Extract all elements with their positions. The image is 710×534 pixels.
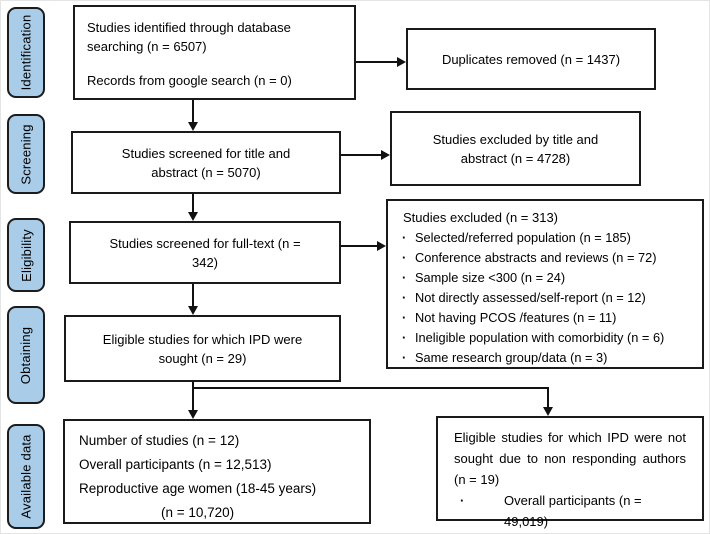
box-available-data: Number of studies (n = 12) Overall parti… — [63, 419, 371, 524]
excluded-reason-item: Not directly assessed/self-report (n = 1… — [398, 288, 692, 308]
screened-title-abstract-text: Studies screened for title and abstract … — [121, 145, 291, 180]
excluded-fulltext-title: Studies excluded (n = 313) — [403, 210, 559, 225]
box-excluded-fulltext: Studies excluded (n = 313) Selected/refe… — [386, 199, 704, 369]
excluded-title-abstract-text: Studies excluded by title and abstract (… — [432, 131, 599, 166]
arrowhead-down-icon — [188, 122, 198, 131]
arrow-line-identified-to-screened — [192, 100, 194, 124]
stage-label-text: Identification — [18, 14, 34, 91]
excluded-reason-item: Sample size <300 (n = 24) — [398, 268, 692, 288]
stage-label-eligibility: Eligibility — [7, 218, 45, 292]
arrowhead-right-icon — [381, 150, 390, 160]
excluded-reason-item: Conference abstracts and reviews (n = 72… — [398, 248, 692, 268]
stage-label-text: Available data — [18, 434, 34, 519]
stage-label-text: Obtaining — [18, 326, 34, 384]
available-line: Overall participants (n = 12,513) — [79, 457, 272, 472]
box-duplicates-removed: Duplicates removed (n = 1437) — [406, 28, 656, 90]
arrow-line-screened-to-fulltext — [192, 194, 194, 214]
arrow-line-fulltext-to-ipd-sought — [192, 284, 194, 308]
excluded-reason-item: Selected/referred population (n = 185) — [398, 228, 692, 248]
box-excluded-title-abstract: Studies excluded by title and abstract (… — [390, 111, 641, 186]
excluded-reason-item: Ineligible population with comorbidity (… — [398, 328, 692, 348]
arrowhead-down-icon — [543, 407, 553, 416]
arrow-branch-line — [192, 387, 549, 389]
box-screened-fulltext: Studies screened for full-text (n = 342) — [69, 221, 341, 284]
stage-label-screening: Screening — [7, 114, 45, 194]
arrowhead-down-icon — [188, 212, 198, 221]
arrowhead-right-icon — [377, 241, 386, 251]
stage-label-obtaining: Obtaining — [7, 306, 45, 404]
excluded-fulltext-list: Selected/referred population (n = 185) C… — [398, 228, 692, 368]
arrowhead-down-icon — [188, 410, 198, 419]
stage-label-text: Screening — [18, 123, 34, 185]
arrow-line-to-available-data — [192, 382, 194, 411]
excluded-reason-item: Not having PCOS /features (n = 11) — [398, 308, 692, 328]
box-studies-identified: Studies identified through database sear… — [73, 5, 356, 100]
available-line: Number of studies (n = 12) — [79, 433, 240, 448]
ipd-not-sought-participants: Overall participants (n = 49,019) — [454, 490, 686, 532]
arrow-line-to-ipd-not-sought — [547, 387, 549, 408]
arrowhead-down-icon — [188, 306, 198, 315]
stage-label-identification: Identification — [7, 7, 45, 98]
arrowhead-right-icon — [397, 57, 406, 67]
screened-fulltext-text: Studies screened for full-text (n = 342) — [109, 235, 301, 270]
box-ipd-sought: Eligible studies for which IPD were soug… — [64, 315, 341, 382]
arrow-line-fulltext-to-excluded — [341, 245, 378, 247]
stage-label-available-data: Available data — [7, 424, 45, 529]
box-screened-title-abstract: Studies screened for title and abstract … — [71, 131, 341, 194]
duplicates-removed-text: Duplicates removed (n = 1437) — [441, 51, 621, 67]
ipd-not-sought-text: Eligible studies for which IPD were not … — [454, 430, 686, 487]
arrow-line-identified-to-duplicates — [356, 61, 398, 63]
available-line: (n = 10,720) — [161, 505, 235, 520]
arrow-line-screened-to-excluded-title — [341, 154, 382, 156]
ipd-sought-text: Eligible studies for which IPD were soug… — [102, 331, 303, 366]
identified-db-text: Studies identified through database sear… — [87, 20, 291, 54]
available-line: Reproductive age women (18-45 years) — [79, 481, 317, 496]
excluded-reason-item: Same research group/data (n = 3) — [398, 348, 692, 368]
identified-google-text: Records from google search (n = 0) — [87, 73, 292, 88]
stage-label-text: Eligibility — [18, 228, 34, 282]
box-ipd-not-sought: Eligible studies for which IPD were not … — [436, 416, 704, 529]
